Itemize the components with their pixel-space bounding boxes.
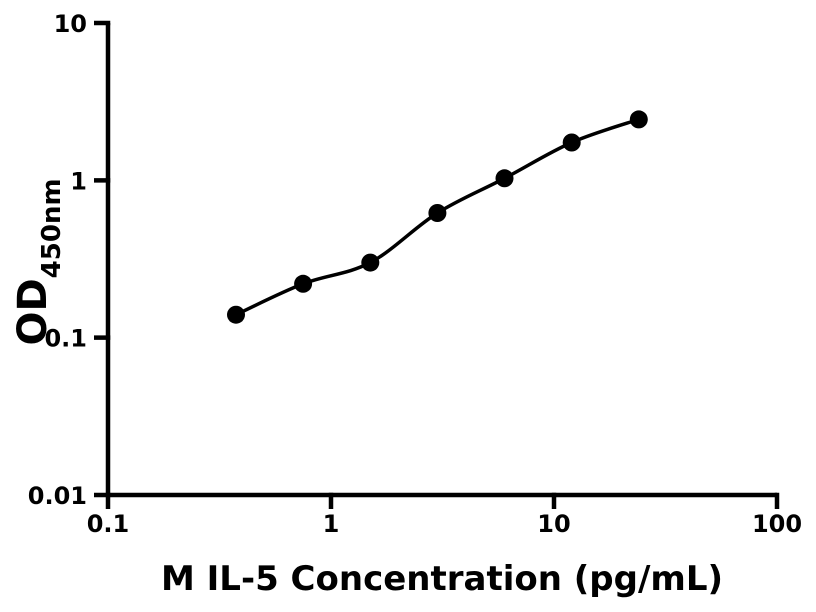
data-point-marker xyxy=(361,253,380,272)
y-axis-title-main: OD xyxy=(10,278,56,345)
data-point-marker xyxy=(562,133,581,152)
y-axis-tick-label: 1 xyxy=(70,167,87,195)
y-axis-tick-label: 10 xyxy=(54,10,87,38)
y-axis-tick-label: 0.1 xyxy=(44,325,87,353)
data-point-marker xyxy=(294,274,313,293)
data-point-marker xyxy=(495,169,514,188)
y-axis-tick-label: 0.01 xyxy=(28,482,87,510)
x-axis-tick-label: 0.1 xyxy=(87,510,130,538)
data-point-marker xyxy=(428,204,447,222)
y-axis-title: OD450nm xyxy=(10,178,67,345)
x-axis-tick-label: 10 xyxy=(537,510,570,538)
data-point-marker xyxy=(227,305,245,324)
axis-spines xyxy=(105,23,777,498)
x-axis-title: M IL-5 Concentration (pg/mL) xyxy=(161,559,723,599)
data-point-marker xyxy=(629,110,648,129)
y-axis-title-subscript: 450nm xyxy=(37,178,67,278)
x-axis-tick-label: 1 xyxy=(323,510,340,538)
x-axis-tick-label: 100 xyxy=(752,510,802,538)
